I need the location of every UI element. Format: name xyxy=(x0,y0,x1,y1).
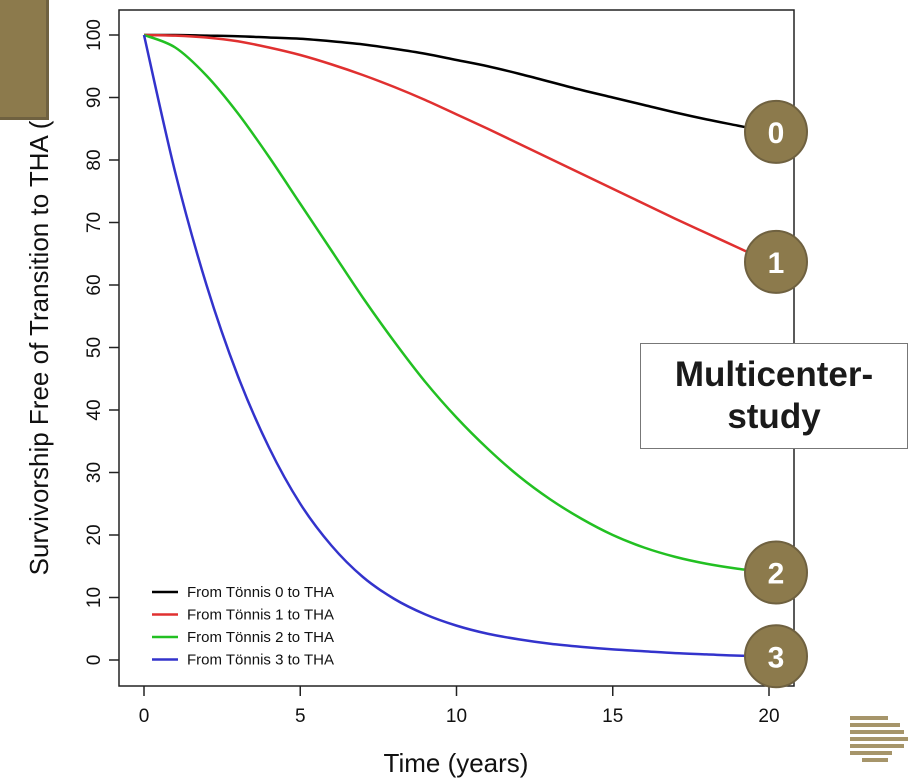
y-tick-label: 20 xyxy=(84,524,105,545)
series-line-tonnis-1 xyxy=(144,35,769,262)
x-tick-label: 5 xyxy=(295,706,306,727)
x-axis: 0 5 10 15 20 xyxy=(139,686,780,727)
y-axis: 0 10 20 30 40 50 60 70 80 90 100 xyxy=(84,19,119,665)
legend-entry-label: From Tönnis 0 to THA xyxy=(187,584,334,601)
x-tick-label: 20 xyxy=(758,706,779,727)
y-tick-label: 90 xyxy=(84,87,105,108)
legend: From Tönnis 0 to THA From Tönnis 1 to THA… xyxy=(152,584,334,669)
marker-badge-label: 3 xyxy=(768,641,785,674)
study-annotation-box: Multicenter- study xyxy=(640,343,908,449)
series-line-tonnis-0 xyxy=(144,35,769,132)
marker-badge-label: 2 xyxy=(768,558,785,591)
y-tick-label: 60 xyxy=(84,274,105,295)
y-tick-label: 10 xyxy=(84,587,105,608)
study-annotation-line-2: study xyxy=(659,396,889,438)
y-tick-label: 50 xyxy=(84,337,105,358)
y-tick-label: 70 xyxy=(84,212,105,233)
y-tick-label: 80 xyxy=(84,149,105,170)
x-axis-title: Time (years) xyxy=(384,748,529,778)
marker-badge-label: 0 xyxy=(768,117,785,150)
y-tick-label: 30 xyxy=(84,462,105,483)
legend-entry-label: From Tönnis 2 to THA xyxy=(187,629,334,646)
legend-entry-label: From Tönnis 1 to THA xyxy=(187,607,334,624)
legend-entry-label: From Tönnis 3 to THA xyxy=(187,652,334,669)
study-annotation-line-1: Multicenter- xyxy=(659,354,889,396)
y-tick-label: 100 xyxy=(84,19,105,51)
y-tick-label: 0 xyxy=(84,655,105,666)
x-tick-label: 0 xyxy=(139,706,150,727)
x-tick-label: 15 xyxy=(602,706,623,727)
marker-badge-label: 1 xyxy=(768,247,785,280)
x-tick-label: 10 xyxy=(446,706,467,727)
y-tick-label: 40 xyxy=(84,399,105,420)
striped-logo-icon xyxy=(850,716,908,762)
y-axis-title: Survivorship Free of Transition to THA ( xyxy=(24,120,54,575)
